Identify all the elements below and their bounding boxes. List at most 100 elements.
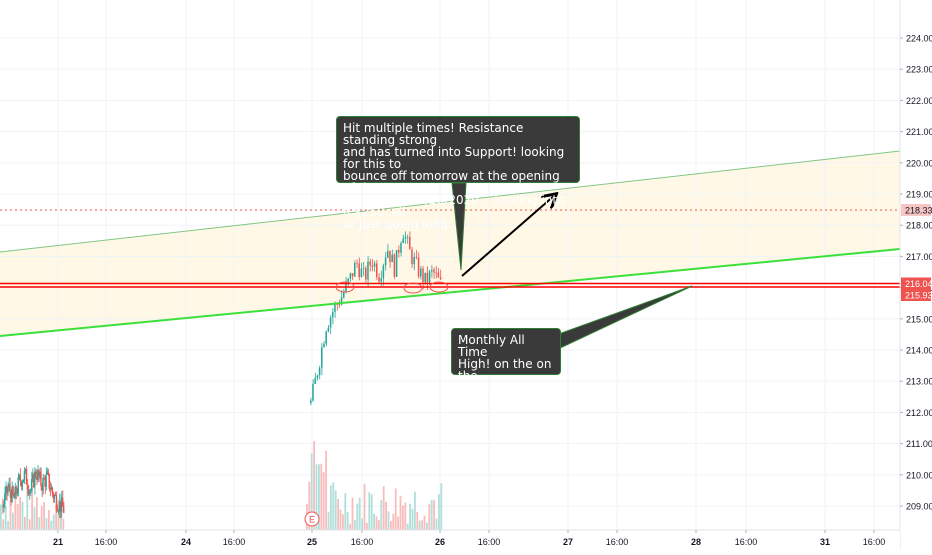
price-tick-label: 209.00 bbox=[906, 502, 932, 512]
volume-bar bbox=[342, 514, 344, 530]
candle-aug21-body bbox=[41, 486, 43, 491]
volume-bar bbox=[4, 506, 7, 530]
candle-aug25-26-body bbox=[312, 383, 314, 401]
candle-aug25-26-body bbox=[343, 292, 345, 298]
candle-aug21-body bbox=[16, 493, 18, 495]
volume-bar bbox=[435, 518, 438, 530]
volume-bar bbox=[55, 505, 57, 530]
price-tick-label: 218.00 bbox=[906, 221, 932, 231]
candle-aug21-body bbox=[30, 479, 33, 490]
candle-aug21-body bbox=[61, 497, 64, 507]
candle-aug25-26-body bbox=[340, 297, 343, 305]
touch-marker-1 bbox=[403, 282, 423, 294]
candle-aug21-body bbox=[27, 489, 30, 494]
candle-aug21-body bbox=[22, 479, 25, 483]
volume-bar bbox=[339, 509, 342, 530]
candle-aug21-body bbox=[8, 484, 10, 488]
drawing-lines-layer[interactable] bbox=[0, 150, 901, 351]
volume-bar bbox=[373, 513, 375, 530]
candle-aug25-26-body bbox=[437, 272, 440, 278]
lower-trend-line bbox=[0, 248, 901, 337]
volume-bar bbox=[402, 505, 404, 530]
candle-aug25-26-body bbox=[378, 277, 380, 282]
volume-bar bbox=[428, 504, 431, 530]
volume-bar bbox=[14, 497, 17, 530]
grid-layer bbox=[0, 0, 900, 530]
volume-bar bbox=[438, 494, 440, 530]
candle-aug21-body bbox=[37, 470, 39, 481]
candle-aug21-body bbox=[17, 477, 19, 494]
annotation-resistance-note[interactable]: Hit multiple times! Resistance standing … bbox=[336, 116, 580, 230]
volume-bar bbox=[313, 441, 315, 530]
volume-bar bbox=[394, 488, 397, 530]
candle-aug25-26-body bbox=[323, 343, 325, 348]
candle-aug21-body bbox=[46, 471, 48, 475]
candles-layer: E bbox=[2, 231, 442, 527]
price-tick-label: 211.00 bbox=[906, 439, 932, 449]
candle-aug21-body bbox=[28, 490, 31, 494]
candle-aug25-26-body bbox=[358, 263, 360, 278]
candle-aug25-26-body bbox=[395, 249, 398, 277]
time-tick-label: 26 bbox=[435, 537, 445, 547]
volume-bar bbox=[19, 497, 21, 530]
callout-pointer-2 bbox=[555, 285, 693, 351]
time-tick-label: 16:00 bbox=[223, 537, 246, 547]
candle-aug21-body bbox=[54, 495, 57, 497]
volume-bar bbox=[382, 486, 385, 530]
volume-bar bbox=[45, 517, 48, 530]
candle-aug21-body bbox=[40, 471, 42, 487]
volume-bar bbox=[387, 511, 390, 530]
candle-aug25-26-body bbox=[360, 268, 363, 278]
candle-aug21-body bbox=[4, 493, 6, 505]
candle-aug25-26-body bbox=[376, 263, 378, 278]
price-tick-label: 224.00 bbox=[906, 34, 932, 44]
earnings-marker-circle bbox=[304, 511, 320, 527]
candle-aug21-body bbox=[44, 479, 46, 487]
price-label-0: 218.33 bbox=[905, 206, 932, 216]
volume-bar bbox=[385, 501, 387, 530]
annotation-all-time-high-note[interactable]: Monthly All Time High! on the on the mon… bbox=[451, 328, 561, 394]
candle-aug25-26-body bbox=[422, 268, 424, 283]
candle-aug21-body bbox=[51, 487, 53, 494]
volume-bar bbox=[411, 508, 414, 530]
candle-aug21-body bbox=[58, 501, 61, 512]
candle-aug25-26-body bbox=[367, 261, 369, 280]
volume-bar bbox=[21, 501, 24, 530]
volume-bar bbox=[346, 512, 349, 530]
candle-aug21-body bbox=[43, 477, 45, 480]
candle-aug25-26-body bbox=[310, 400, 312, 404]
volume-bar bbox=[337, 499, 339, 530]
candle-aug21-body bbox=[14, 486, 16, 499]
earnings-marker-text: E bbox=[309, 515, 315, 525]
candle-aug25-26-body bbox=[411, 249, 413, 265]
volume-bar bbox=[318, 464, 320, 530]
time-tick-label: 16:00 bbox=[351, 537, 374, 547]
price-tick-label: 220.00 bbox=[906, 158, 932, 168]
time-tick-label: 21 bbox=[53, 537, 63, 547]
candle-aug25-26-body bbox=[389, 250, 391, 263]
candle-aug21-body bbox=[56, 509, 59, 512]
volume-bar bbox=[43, 502, 45, 530]
touch-marker-2 bbox=[429, 281, 449, 293]
volume-bar bbox=[375, 516, 378, 530]
candle-aug25-26-body bbox=[332, 312, 334, 318]
volume-bar bbox=[9, 500, 12, 530]
time-tick-label: 16:00 bbox=[478, 537, 501, 547]
volume-bar bbox=[349, 523, 351, 530]
candle-aug25-26-body bbox=[334, 304, 336, 313]
candle-aug25-26-body bbox=[417, 257, 420, 277]
volume-bar bbox=[392, 513, 395, 530]
candle-aug25-26-body bbox=[413, 256, 415, 265]
volume-bar bbox=[26, 486, 29, 530]
candle-aug21-body bbox=[39, 471, 41, 477]
candle-aug21-body bbox=[49, 488, 51, 490]
candle-aug25-26-body bbox=[428, 271, 431, 283]
volume-bar bbox=[12, 512, 14, 530]
price-tick-label: 214.00 bbox=[906, 346, 932, 356]
volume-bar bbox=[334, 490, 337, 530]
candle-aug25-26-body bbox=[431, 269, 433, 272]
price-tick-label: 210.00 bbox=[906, 470, 932, 480]
candle-aug21-body bbox=[33, 474, 35, 488]
